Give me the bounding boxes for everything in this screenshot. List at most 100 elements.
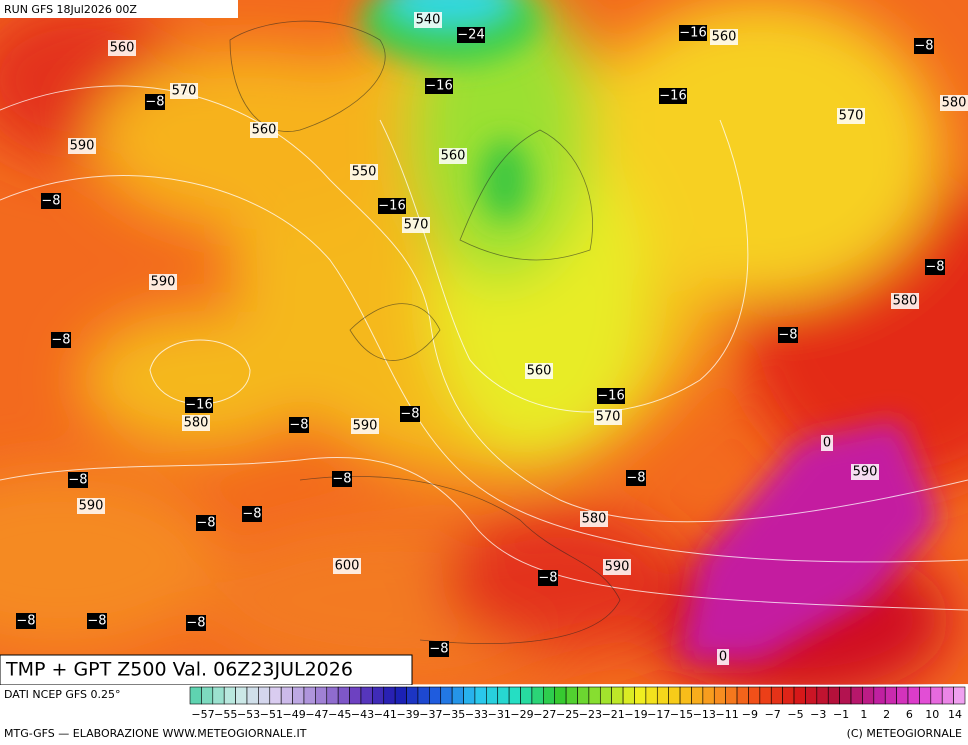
colorbar-swatch [269,686,282,705]
colorbar-label: −15 [670,708,693,721]
title: TMP + GPT Z500 Val. 06Z23JUL2026 [5,659,353,681]
label-box [68,472,88,488]
colorbar-swatch [691,686,704,705]
colorbar-swatch [645,686,658,705]
contour-label: −8 [538,571,557,586]
label-box [717,649,729,665]
run-box [0,0,238,18]
contour-label: −8 [925,260,944,275]
contour-label: 560 [527,364,552,379]
colorbar-swatch [451,686,464,705]
label-box [333,558,361,574]
colorbar-label: −57 [191,708,214,721]
label-box [378,198,406,214]
label-box [940,95,968,111]
label-box [289,417,309,433]
colorbar-swatch [896,686,909,705]
source-label: DATI NCEP GFS 0.25° [4,688,121,701]
colorbar-label: −5 [787,708,803,721]
colorbar-swatch [759,686,772,705]
contour-label: 540 [416,13,441,28]
colorbar-swatch [315,686,328,705]
label-box [402,217,430,233]
contour-label: −8 [87,614,106,629]
colorbar-label: −35 [442,708,465,721]
colorbar-swatch [713,686,726,705]
colorbar-swatch [725,686,738,705]
colorbar-label: −13 [693,708,716,721]
label-box [41,193,61,209]
colorbar-label: −37 [419,708,442,721]
colorbar-label: 6 [906,708,913,721]
colorbar-swatch [588,686,601,705]
colorbar-swatch [508,686,521,705]
label-box [626,470,646,486]
contour-label: 570 [596,410,621,425]
colorbar-label: −27 [533,708,556,721]
colorbar-swatch [417,686,430,705]
colorbar-swatch [850,686,863,705]
colorbar-label: −7 [765,708,781,721]
colorbar-label: −49 [283,708,306,721]
contour-label: 0 [719,650,727,665]
label-box [351,418,379,434]
colorbar-label: 14 [948,708,962,721]
colorbar-swatch [656,686,669,705]
colorbar-swatch [827,686,840,705]
label-box [925,259,945,275]
colorbar-swatch [907,686,920,705]
colorbar-swatch [531,686,544,705]
label-box [51,332,71,348]
colorbar-swatch [543,686,556,705]
contour-label: 580 [893,294,918,309]
colorbar-swatch [440,686,453,705]
colorbar-label: −33 [465,708,488,721]
colorbar-label: −51 [260,708,283,721]
label-box [429,641,449,657]
contour-label: −8 [289,418,308,433]
contour-label: −8 [332,472,351,487]
contour-label: 550 [352,165,377,180]
label-box [594,409,622,425]
colorbar-swatch [463,686,476,705]
contour-label: 590 [853,465,878,480]
contour-label: −8 [186,616,205,631]
label-box [242,506,262,522]
colorbar-swatch [235,686,248,705]
colorbar-swatch [326,686,339,705]
colorbar-swatch [337,686,350,705]
colorbar-swatch [884,686,897,705]
colorbar-swatch [919,686,932,705]
label-box [837,108,865,124]
colorbar-swatch [599,686,612,705]
label-box [170,83,198,99]
contour-label: 580 [942,96,967,111]
colorbar-swatch [554,686,567,705]
label-box [538,570,558,586]
label-box [108,40,136,56]
colorbar-swatch [497,686,510,705]
label-box [851,464,879,480]
contour-label: −16 [185,398,212,413]
contour-label: −8 [51,333,70,348]
colorbar-label: −53 [237,708,260,721]
colorbar-swatch [930,686,943,705]
colorbar-swatch [280,686,293,705]
colorbar-label: −11 [716,708,739,721]
contour-label: −8 [626,471,645,486]
colorbar-label: −17 [647,708,670,721]
contour-label: 560 [441,149,466,164]
label-box [196,515,216,531]
contour-label: −8 [196,516,215,531]
colorbar-swatch [816,686,829,705]
colorbar-swatch [873,686,886,705]
colorbar-swatch [486,686,499,705]
colorbar-swatch [679,686,692,705]
contour-label: −8 [242,507,261,522]
contour-label: 590 [79,499,104,514]
footer-left: MTG-GFS — ELABORAZIONE WWW.METEOGIORNALE… [4,727,307,740]
colorbar-swatch [349,686,362,705]
contour-label: −8 [778,328,797,343]
label-box [821,435,833,451]
